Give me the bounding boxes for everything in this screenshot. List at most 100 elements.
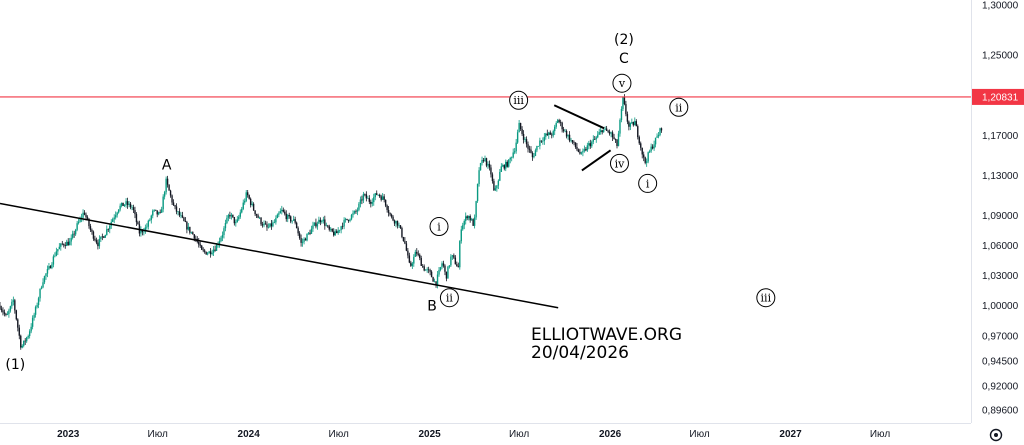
candle — [488, 160, 491, 171]
wave-label-circled: ii — [439, 288, 459, 308]
candle — [287, 213, 289, 223]
candle — [401, 226, 403, 239]
candle — [203, 248, 206, 254]
candle — [159, 209, 161, 214]
x-tick-label: 2027 — [779, 429, 802, 440]
candle — [447, 265, 449, 279]
candle — [454, 255, 457, 265]
candle — [573, 140, 575, 146]
candle — [229, 211, 231, 219]
candle — [597, 131, 599, 139]
candle — [316, 221, 319, 230]
candle — [60, 242, 62, 251]
candle — [245, 190, 247, 203]
candle — [521, 126, 523, 136]
candle — [511, 156, 513, 162]
candle — [414, 249, 416, 257]
candle — [608, 129, 611, 136]
x-tick-label: Июл — [329, 429, 349, 440]
candle — [381, 193, 384, 201]
candle — [622, 96, 624, 111]
candle — [389, 212, 391, 217]
candle — [168, 184, 170, 191]
candle — [101, 233, 104, 241]
candle — [294, 216, 296, 225]
candle — [359, 196, 362, 208]
candle — [392, 215, 394, 222]
candle — [650, 143, 652, 153]
candle — [518, 120, 520, 133]
candle — [491, 172, 494, 184]
candle — [190, 231, 193, 234]
candle — [322, 216, 325, 224]
y-axis[interactable]: 1,30000 1,25000 1,20831 1,17000 1,13000 1,090… — [972, 1, 1024, 417]
candle — [588, 140, 590, 150]
candle — [20, 334, 22, 350]
candle — [258, 216, 261, 220]
candle — [408, 252, 411, 264]
candle — [519, 122, 522, 131]
candle — [270, 219, 273, 230]
candle — [180, 212, 182, 219]
candle — [187, 223, 190, 231]
lower-trendline[interactable] — [0, 202, 559, 309]
y-tick-label: 1,30000 — [982, 1, 1019, 12]
triangle-upper[interactable] — [553, 104, 605, 130]
x-tick-label: Июл — [689, 429, 709, 440]
candle — [466, 215, 468, 221]
candle — [396, 220, 399, 229]
candle — [399, 225, 402, 230]
candle — [347, 219, 350, 223]
candle — [236, 216, 239, 223]
candle — [599, 126, 602, 135]
candle — [70, 234, 72, 246]
candle — [410, 260, 412, 267]
candle — [104, 234, 107, 238]
candle — [24, 338, 26, 345]
svg-text:iii: iii — [761, 292, 772, 305]
candle — [604, 126, 606, 131]
candle — [246, 190, 249, 198]
candle — [0, 305, 3, 313]
candle — [380, 194, 382, 202]
gear-icon — [989, 428, 1003, 442]
candle — [335, 229, 338, 234]
candle — [473, 214, 476, 229]
candle — [653, 140, 655, 151]
candle — [144, 224, 147, 234]
candle — [211, 249, 213, 256]
candle — [626, 111, 629, 125]
candle — [373, 193, 375, 206]
candle — [556, 118, 559, 124]
candle — [476, 183, 479, 203]
candle — [94, 235, 96, 242]
candle — [39, 288, 41, 302]
candle — [331, 228, 333, 233]
candle — [353, 210, 356, 215]
candle — [576, 143, 578, 152]
candle — [214, 245, 216, 252]
price-label: 1,20831 — [972, 88, 1024, 105]
candle — [358, 202, 360, 212]
candle — [423, 264, 425, 272]
candle — [580, 151, 583, 155]
svg-text:i: i — [646, 177, 650, 190]
candle — [291, 220, 293, 224]
candle — [352, 210, 354, 218]
candle — [267, 223, 270, 229]
candle — [303, 237, 305, 245]
triangle-lower[interactable] — [581, 149, 612, 172]
candle — [513, 147, 516, 155]
candle — [220, 235, 222, 243]
x-axis[interactable]: 2023 Июл 2024 Июл 2025 Июл 2026 Июл 2027 Июл — [57, 429, 890, 440]
candle — [9, 305, 12, 313]
candle — [284, 209, 286, 216]
candle — [74, 228, 77, 236]
candle — [611, 130, 614, 141]
candle — [205, 251, 207, 255]
candle — [153, 209, 155, 212]
settings-button[interactable] — [989, 428, 1003, 442]
candle — [582, 148, 584, 157]
wave-label-circled: ii — [669, 97, 689, 117]
